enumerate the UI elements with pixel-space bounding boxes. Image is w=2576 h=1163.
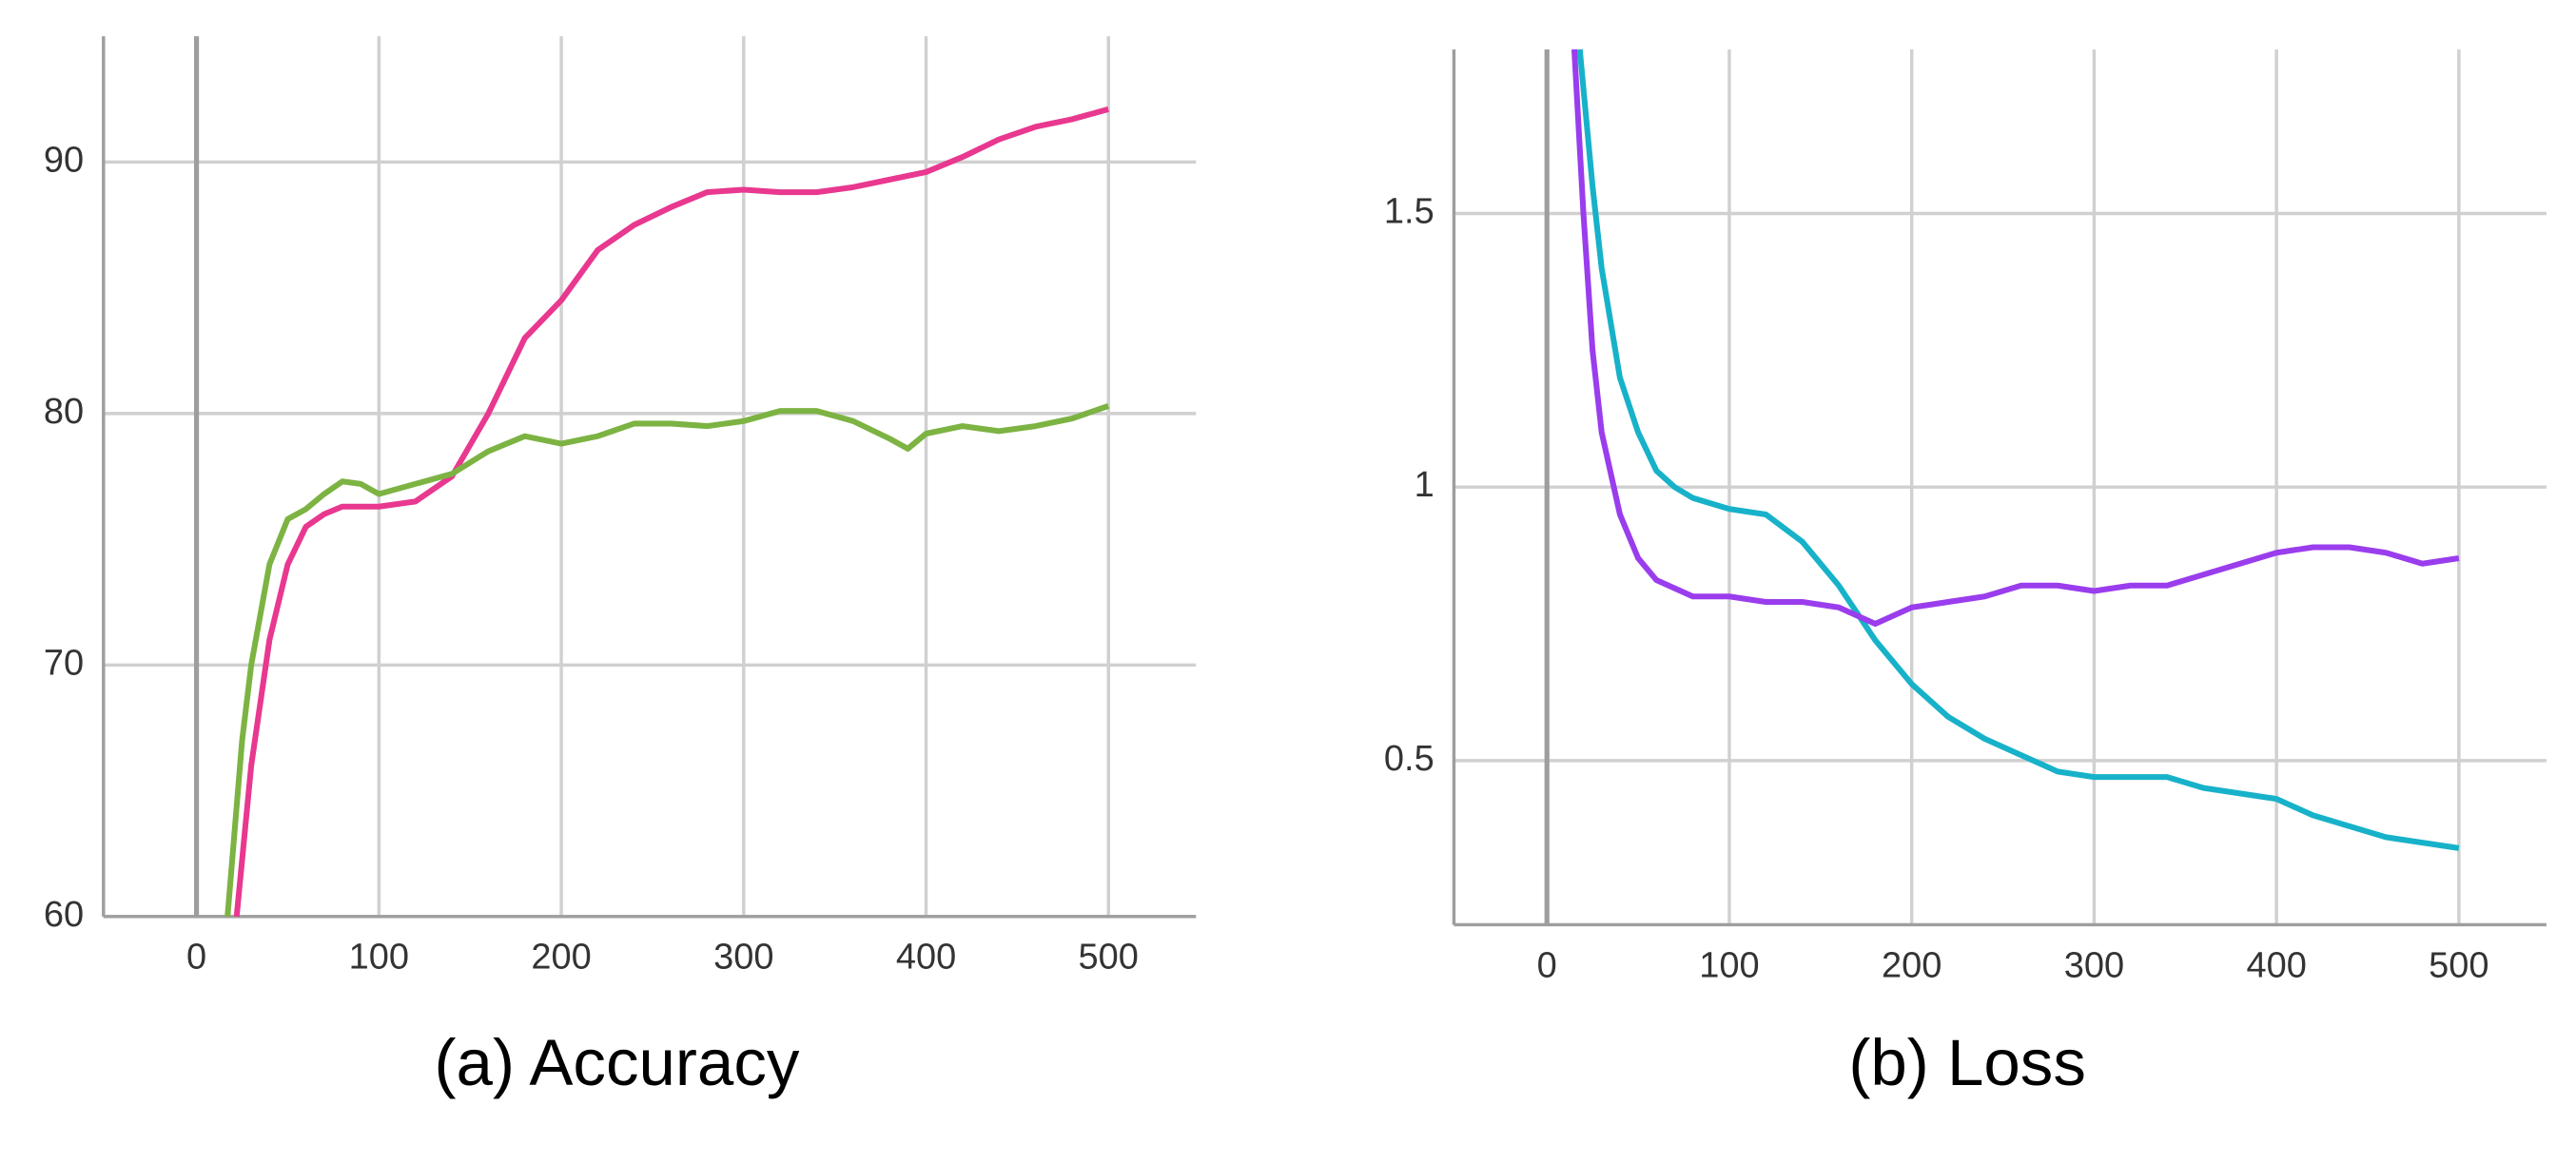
y-tick-label: 80: [44, 392, 84, 432]
data-line: [233, 106, 1110, 918]
data-line: [1576, 48, 2460, 851]
x-tick-label: 0: [186, 938, 206, 978]
x-tick-label: 300: [713, 938, 773, 978]
y-tick-label: 1: [1415, 465, 1434, 505]
chart-caption: (a) Accuracy: [435, 1025, 800, 1099]
y-tick-label: 60: [44, 895, 84, 935]
y-tick-label: 0.5: [1384, 739, 1434, 779]
y-tick-label: 70: [44, 643, 84, 683]
x-tick-label: 400: [896, 938, 956, 978]
x-tick-label: 400: [2246, 945, 2306, 985]
chart-caption: (b) Loss: [1848, 1025, 2086, 1099]
x-tick-label: 100: [1699, 945, 1759, 985]
x-tick-label: 0: [1537, 945, 1557, 985]
x-tick-label: 300: [2064, 945, 2124, 985]
y-tick-label: 90: [44, 140, 84, 180]
x-tick-label: 500: [2429, 945, 2488, 985]
x-tick-label: 200: [1882, 945, 1942, 985]
x-tick-label: 500: [1079, 938, 1139, 978]
data-line: [224, 403, 1110, 918]
x-tick-label: 200: [531, 938, 591, 978]
x-tick-label: 100: [349, 938, 409, 978]
y-tick-label: 1.5: [1384, 192, 1434, 232]
data-line: [1571, 48, 2460, 628]
